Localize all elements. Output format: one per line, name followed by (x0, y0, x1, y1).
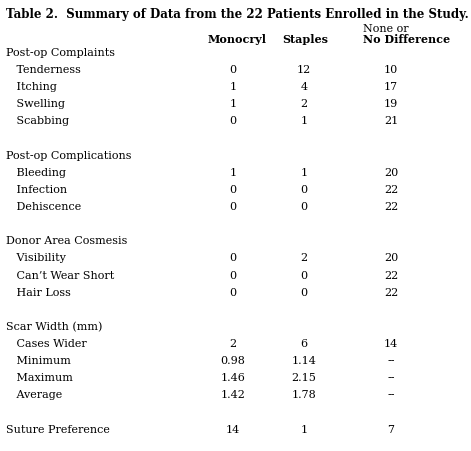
Text: Donor Area Cosmesis: Donor Area Cosmesis (6, 236, 127, 246)
Text: 1: 1 (229, 168, 237, 178)
Text: 0: 0 (229, 185, 237, 195)
Text: 0: 0 (229, 288, 237, 298)
Text: 2: 2 (300, 253, 308, 263)
Text: 0: 0 (300, 202, 308, 212)
Text: 1.78: 1.78 (292, 391, 316, 400)
Text: 0.98: 0.98 (221, 356, 245, 366)
Text: 1: 1 (300, 168, 308, 178)
Text: 1: 1 (229, 99, 237, 109)
Text: 0: 0 (300, 185, 308, 195)
Text: 20: 20 (384, 168, 398, 178)
Text: 0: 0 (229, 65, 237, 75)
Text: Post-op Complications: Post-op Complications (6, 151, 131, 161)
Text: 7: 7 (388, 425, 394, 435)
Text: 22: 22 (384, 185, 398, 195)
Text: 1: 1 (229, 82, 237, 92)
Text: 22: 22 (384, 271, 398, 281)
Text: 2: 2 (300, 99, 308, 109)
Text: 14: 14 (384, 339, 398, 349)
Text: Visibility: Visibility (6, 253, 65, 263)
Text: Cases Wider: Cases Wider (6, 339, 86, 349)
Text: 22: 22 (384, 202, 398, 212)
Text: None or: None or (363, 24, 408, 34)
Text: Dehiscence: Dehiscence (6, 202, 81, 212)
Text: Average: Average (6, 391, 62, 400)
Text: Post-op Complaints: Post-op Complaints (6, 48, 114, 58)
Text: Table 2.  Summary of Data from the 22 Patients Enrolled in the Study.: Table 2. Summary of Data from the 22 Pat… (6, 8, 468, 21)
Text: Can’t Wear Short: Can’t Wear Short (6, 271, 114, 281)
Text: 6: 6 (300, 339, 308, 349)
Text: Minimum: Minimum (6, 356, 71, 366)
Text: 22: 22 (384, 288, 398, 298)
Text: 14: 14 (226, 425, 240, 435)
Text: 1: 1 (300, 116, 308, 126)
Text: 1: 1 (300, 425, 308, 435)
Text: 10: 10 (384, 65, 398, 75)
Text: Bleeding: Bleeding (6, 168, 65, 178)
Text: --: -- (387, 391, 395, 400)
Text: Scabbing: Scabbing (6, 116, 69, 126)
Text: Maximum: Maximum (6, 373, 73, 383)
Text: --: -- (387, 373, 395, 383)
Text: Staples: Staples (283, 34, 329, 45)
Text: Hair Loss: Hair Loss (6, 288, 71, 298)
Text: Swelling: Swelling (6, 99, 65, 109)
Text: 0: 0 (300, 271, 308, 281)
Text: --: -- (387, 356, 395, 366)
Text: 0: 0 (229, 202, 237, 212)
Text: Infection: Infection (6, 185, 67, 195)
Text: 17: 17 (384, 82, 398, 92)
Text: 4: 4 (300, 82, 308, 92)
Text: 0: 0 (229, 253, 237, 263)
Text: 12: 12 (297, 65, 311, 75)
Text: Tenderness: Tenderness (6, 65, 81, 75)
Text: Itching: Itching (6, 82, 57, 92)
Text: 0: 0 (229, 116, 237, 126)
Text: 1.46: 1.46 (221, 373, 245, 383)
Text: No Difference: No Difference (363, 34, 450, 45)
Text: 20: 20 (384, 253, 398, 263)
Text: Monocryl: Monocryl (207, 34, 266, 45)
Text: 2.15: 2.15 (292, 373, 316, 383)
Text: 19: 19 (384, 99, 398, 109)
Text: Scar Width (mm): Scar Width (mm) (6, 322, 102, 332)
Text: 1.14: 1.14 (292, 356, 316, 366)
Text: 1.42: 1.42 (221, 391, 245, 400)
Text: 0: 0 (229, 271, 237, 281)
Text: 21: 21 (384, 116, 398, 126)
Text: Suture Preference: Suture Preference (6, 425, 110, 435)
Text: 2: 2 (229, 339, 237, 349)
Text: 0: 0 (300, 288, 308, 298)
